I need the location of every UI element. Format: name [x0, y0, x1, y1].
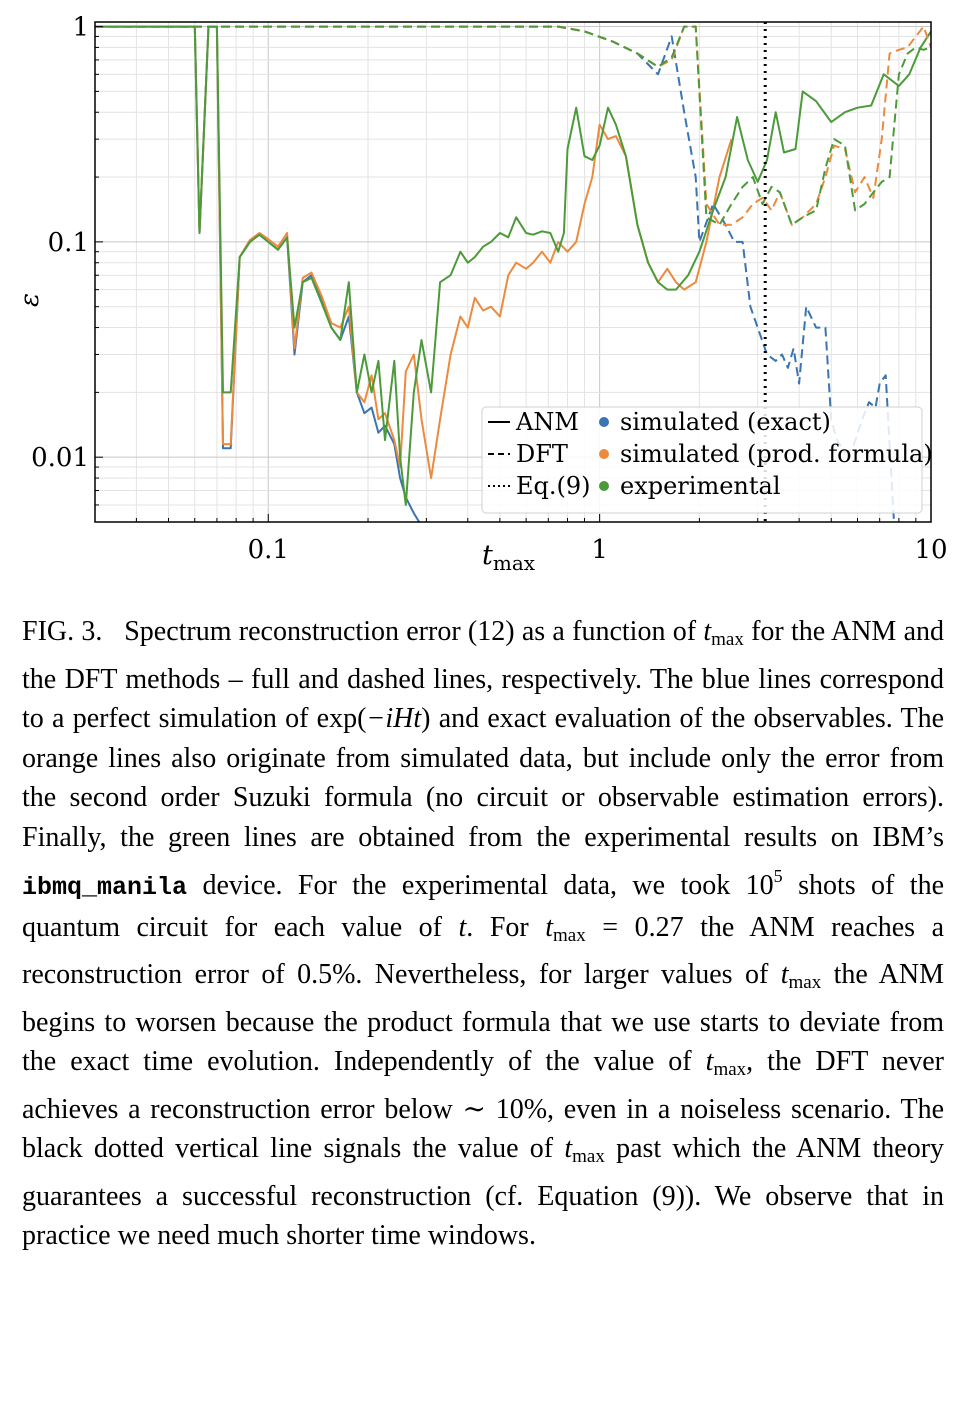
caption-var-t: t: [703, 616, 712, 647]
caption-sub-max: max: [572, 1146, 605, 1167]
caption-text: = 0.27 the ANM reaches a reconstruction …: [22, 911, 945, 991]
legend-label: experimental: [620, 472, 781, 500]
legend-experimental-marker: [599, 481, 609, 491]
caption-text: ) and exact evaluation of the observable…: [22, 703, 945, 853]
series-exact-solid: [95, 25, 421, 522]
y-tick-label: 1: [72, 13, 89, 43]
legend-label: simulated (exact): [620, 408, 831, 436]
caption-text: shots of the quantum circuit for each va…: [22, 870, 944, 943]
caption-text: past which the ANM theory guarantees a s…: [22, 1133, 945, 1251]
caption-text: Spectrum reconstruction error (12) as a …: [124, 616, 697, 647]
caption-text: , the DFT never achieves a reconstructio…: [22, 1046, 944, 1164]
plot-frame: [94, 21, 932, 523]
y-axis-label: ε: [15, 293, 45, 307]
series-experimental-solid: [95, 25, 931, 506]
tick-labels: 0.1 1 10 0.01 0.1 1: [31, 13, 947, 565]
caption-sub-max: max: [713, 1059, 747, 1080]
caption-text: . For: [466, 911, 529, 943]
chart-figure: 0.1 1 10 0.01 0.1 1 ε tmax ANM DFT Eq.(9) simula…: [15, 13, 948, 575]
caption-text: the ANM begins to worsen because the pro…: [22, 959, 945, 1077]
caption-var-t: t: [458, 911, 467, 943]
x-tick-label: 0.1: [248, 535, 289, 565]
legend-label: simulated (prod. formula): [620, 440, 933, 468]
caption-text: for the ANM and the DFT methods – full a…: [22, 616, 945, 734]
axis-ticks: [94, 26, 932, 523]
series-experimental-dashed: [95, 25, 931, 226]
caption-var-t: t: [780, 959, 789, 990]
caption-sub-max: max: [788, 972, 822, 993]
y-tick-label: 0.01: [31, 443, 89, 473]
x-tick-label: 1: [591, 535, 608, 565]
legend-label: DFT: [516, 440, 568, 468]
device-name: ibmq_manila: [22, 873, 188, 902]
y-tick-label: 0.1: [48, 228, 89, 258]
caption-exponent: 5: [773, 866, 783, 886]
legend: ANM DFT Eq.(9) simulated (exact) simulated (…: [481, 406, 933, 514]
x-axis-label: tmax: [482, 540, 536, 575]
caption-math: −iHt: [366, 703, 422, 734]
figure-label: FIG. 3.: [22, 616, 103, 647]
caption-sub-max: max: [711, 629, 744, 650]
legend-exact-marker: [599, 417, 609, 427]
caption-text: device. For the experimental data, we to…: [202, 870, 774, 901]
caption-var-t: t: [705, 1046, 714, 1077]
caption-var-t: t: [545, 911, 554, 943]
legend-prod-marker: [599, 449, 609, 459]
caption-var-t: t: [564, 1133, 573, 1164]
legend-label: Eq.(9): [516, 472, 591, 500]
series-prod-solid: [95, 25, 733, 480]
legend-label: ANM: [515, 408, 579, 436]
legend-box: [481, 406, 923, 514]
figure-caption: FIG. 3. Spectrum reconstruction error (1…: [22, 612, 944, 1256]
caption-sub-max: max: [553, 924, 586, 946]
x-tick-label: 10: [914, 535, 947, 565]
